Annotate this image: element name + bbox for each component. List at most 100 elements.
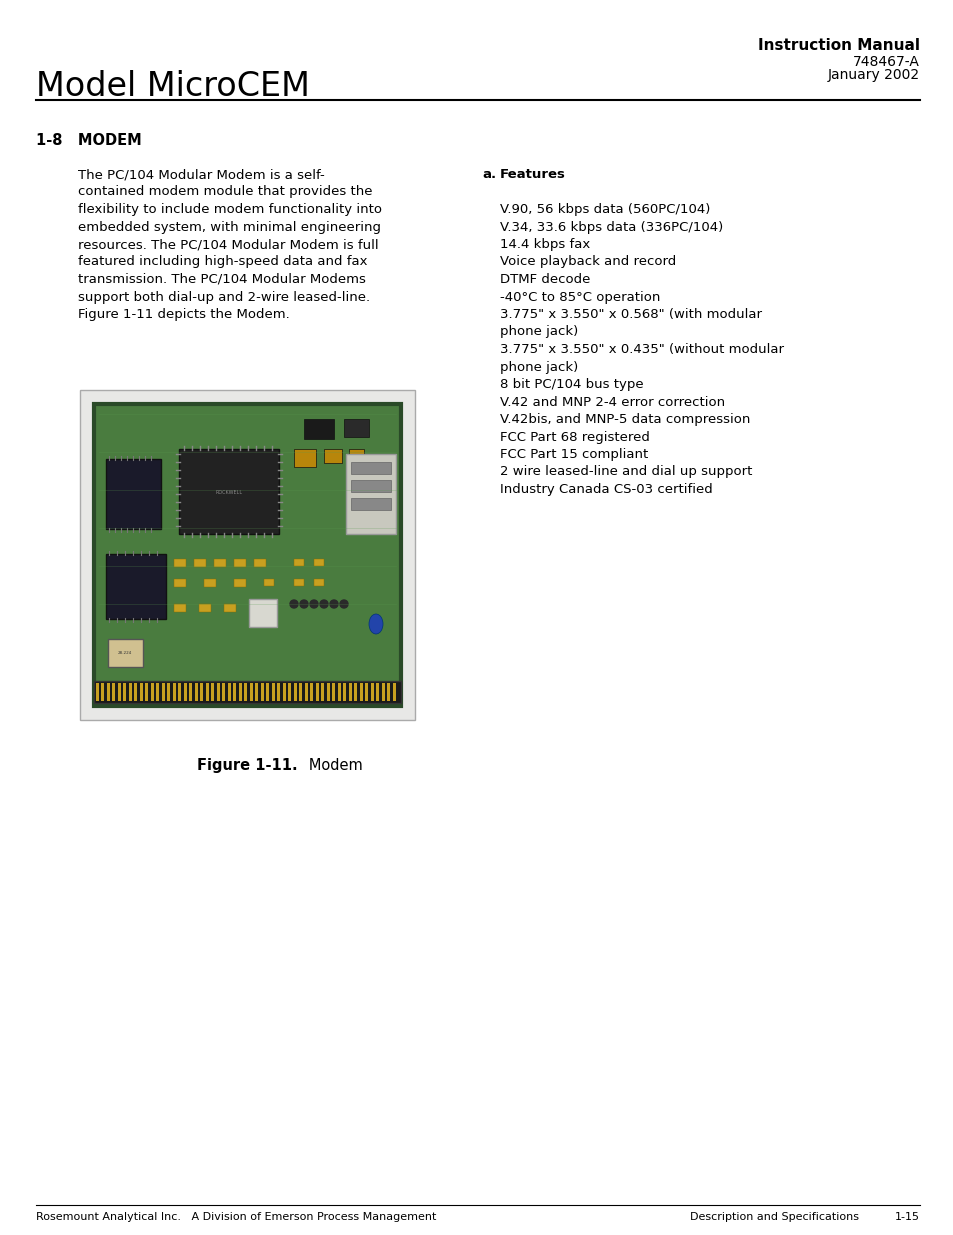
Circle shape [330, 600, 337, 608]
Bar [194, 683, 198, 701]
Bar [294, 579, 304, 585]
Text: 14.4 kbps fax: 14.4 kbps fax [499, 238, 590, 251]
Text: 8 bit PC/104 bus type: 8 bit PC/104 bus type [499, 378, 643, 391]
Bar [264, 579, 274, 585]
Bar [190, 683, 193, 701]
Bar [371, 683, 374, 701]
Text: The PC/104 Modular Modem is a self-: The PC/104 Modular Modem is a self- [78, 168, 324, 182]
Bar [310, 683, 314, 701]
Bar [283, 683, 286, 701]
Bar [294, 559, 304, 566]
Bar [324, 450, 341, 463]
Bar [213, 559, 226, 567]
Text: support both dial-up and 2-wire leased-line.: support both dial-up and 2-wire leased-l… [78, 290, 370, 304]
Text: embedded system, with minimal engineering: embedded system, with minimal engineerin… [78, 221, 380, 233]
Bar [106, 459, 161, 529]
Bar [349, 450, 364, 461]
Bar [304, 419, 334, 438]
Bar [294, 683, 296, 701]
Bar [351, 498, 391, 510]
Bar [355, 683, 357, 701]
Text: -40°C to 85°C operation: -40°C to 85°C operation [499, 290, 659, 304]
Bar [327, 683, 330, 701]
Bar [118, 683, 121, 701]
Bar [333, 683, 335, 701]
Text: V.42bis, and MNP-5 data compression: V.42bis, and MNP-5 data compression [499, 412, 750, 426]
Text: transmission. The PC/104 Modular Modems: transmission. The PC/104 Modular Modems [78, 273, 366, 287]
Bar [173, 559, 186, 567]
Bar [351, 462, 391, 474]
Bar [151, 683, 153, 701]
Bar [140, 683, 143, 701]
Bar [206, 683, 209, 701]
Circle shape [319, 600, 328, 608]
Circle shape [310, 600, 317, 608]
Text: Features: Features [499, 168, 565, 182]
Bar [346, 454, 395, 534]
Bar [156, 683, 159, 701]
Text: 3.775" x 3.550" x 0.435" (without modular: 3.775" x 3.550" x 0.435" (without modula… [499, 343, 783, 356]
Bar [94, 680, 400, 703]
Bar [272, 683, 274, 701]
Text: resources. The PC/104 Modular Modem is full: resources. The PC/104 Modular Modem is f… [78, 238, 378, 251]
Bar [228, 683, 231, 701]
Bar [343, 683, 346, 701]
Bar [94, 404, 400, 706]
Bar [233, 683, 236, 701]
Bar [365, 683, 368, 701]
Text: FCC Part 15 compliant: FCC Part 15 compliant [499, 448, 648, 461]
Bar [200, 683, 203, 701]
Bar [222, 683, 225, 701]
Circle shape [299, 600, 308, 608]
Bar [387, 683, 390, 701]
Bar [212, 683, 214, 701]
Bar [224, 604, 235, 613]
Bar [129, 683, 132, 701]
Bar [106, 555, 166, 619]
Text: January 2002: January 2002 [827, 68, 919, 82]
Text: 2 wire leased-line and dial up support: 2 wire leased-line and dial up support [499, 466, 752, 478]
Circle shape [290, 600, 297, 608]
Bar [255, 683, 258, 701]
Bar [299, 683, 302, 701]
Text: 28.224: 28.224 [118, 651, 132, 655]
Bar [288, 683, 292, 701]
Bar [321, 683, 324, 701]
Bar [146, 683, 149, 701]
Bar [337, 683, 340, 701]
Bar [266, 683, 269, 701]
Bar [315, 683, 318, 701]
Bar [108, 638, 143, 667]
Bar [101, 683, 105, 701]
Bar [359, 683, 363, 701]
Text: Description and Specifications: Description and Specifications [689, 1212, 858, 1221]
Bar [294, 450, 315, 467]
Bar [261, 683, 264, 701]
Text: 3.775" x 3.550" x 0.568" (with modular: 3.775" x 3.550" x 0.568" (with modular [499, 308, 761, 321]
Bar [314, 559, 324, 566]
Bar [381, 683, 385, 701]
Bar [253, 559, 266, 567]
Bar [216, 683, 220, 701]
Text: ROCKWELL: ROCKWELL [215, 489, 242, 494]
Bar [244, 683, 247, 701]
Text: a.: a. [481, 168, 496, 182]
Text: Modem: Modem [295, 758, 363, 773]
Text: Instruction Manual: Instruction Manual [758, 38, 919, 53]
Text: 748467-A: 748467-A [852, 56, 919, 69]
Text: DTMF decode: DTMF decode [499, 273, 590, 287]
Bar [250, 683, 253, 701]
Text: contained modem module that provides the: contained modem module that provides the [78, 185, 372, 199]
Text: Figure 1-11 depicts the Modem.: Figure 1-11 depicts the Modem. [78, 308, 290, 321]
Text: Figure 1-11.: Figure 1-11. [197, 758, 297, 773]
Text: V.90, 56 kbps data (560PC/104): V.90, 56 kbps data (560PC/104) [499, 203, 710, 216]
Bar [277, 683, 280, 701]
Bar [204, 579, 215, 587]
Ellipse shape [369, 614, 382, 634]
Circle shape [339, 600, 348, 608]
Bar [107, 683, 110, 701]
Text: featured including high-speed data and fax: featured including high-speed data and f… [78, 256, 367, 268]
Bar [249, 599, 276, 627]
Bar [172, 683, 175, 701]
Bar [193, 559, 206, 567]
